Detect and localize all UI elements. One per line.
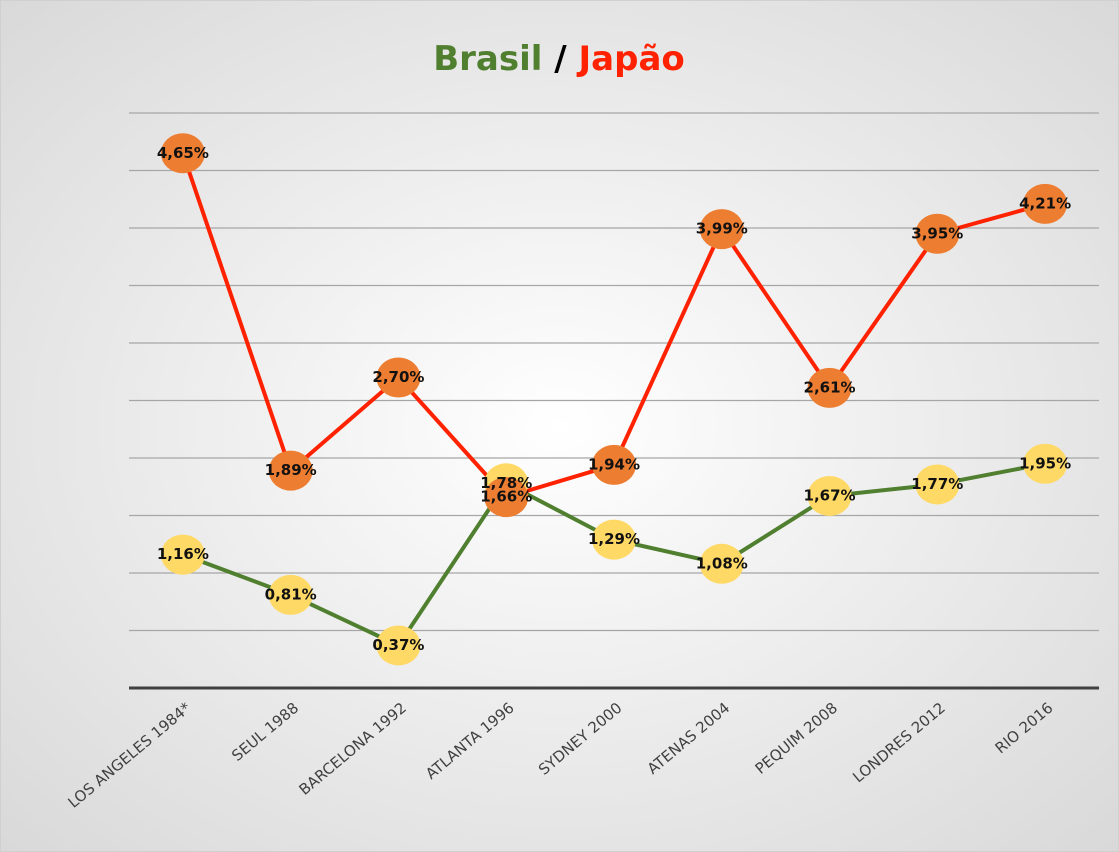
marker [268,450,313,491]
marker [160,133,205,174]
marker [1023,443,1068,484]
marker [376,357,421,398]
data-label: 1,77% [911,475,963,493]
marker [1023,183,1068,224]
data-label: 1,66% [480,488,532,506]
data-label: 1,08% [696,554,748,572]
data-label: 1,16% [157,545,209,563]
data-label: 1,29% [588,530,640,548]
marker [592,519,636,560]
data-label: 4,65% [157,144,209,162]
marker [268,574,313,615]
title-japao: Japão [577,39,685,79]
data-label: 2,70% [372,368,424,386]
data-label: 1,78% [480,474,532,492]
data-label: 0,81% [265,585,317,603]
marker [915,213,960,254]
data-label: 0,37% [372,636,424,654]
marker [807,367,852,408]
data-label: 3,99% [696,220,748,238]
marker [699,209,744,250]
chart-title: Brasil / Japão [433,39,685,79]
marker [592,444,636,485]
data-label: 1,67% [804,486,856,504]
data-label: 1,89% [265,461,317,479]
marker [376,625,421,666]
data-label: 4,21% [1019,194,1071,212]
title-brasil: Brasil [433,39,542,79]
marker [160,534,205,575]
marker [807,475,852,516]
marker [915,464,960,505]
data-label: 2,61% [804,378,856,396]
marker [699,543,744,584]
data-label: 1,95% [1019,454,1071,472]
title-separator: / [554,39,567,79]
data-label: 3,95% [911,224,963,242]
marker [484,477,529,518]
data-label: 1,94% [588,455,640,473]
